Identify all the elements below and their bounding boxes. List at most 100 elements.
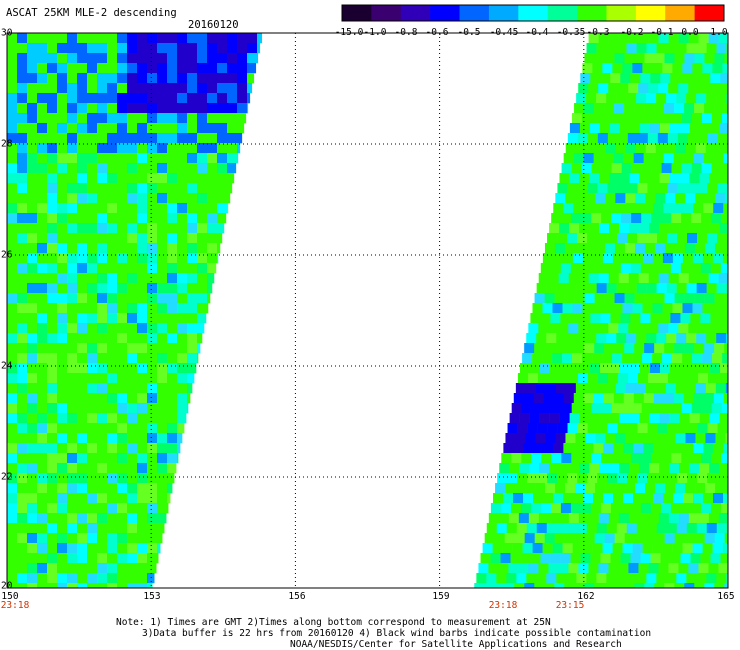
swath-cell	[47, 483, 58, 494]
swath-cell	[566, 333, 577, 344]
swath-cell	[187, 243, 198, 254]
swath-cell	[67, 373, 78, 384]
swath-cell	[635, 193, 646, 204]
swath-cell	[47, 363, 58, 374]
swath-cell	[117, 563, 128, 574]
swath-cell	[627, 183, 638, 194]
swath-cell	[678, 83, 689, 94]
swath-cell	[107, 443, 118, 454]
swath-cell	[27, 443, 38, 454]
swath-cell	[498, 513, 510, 524]
swath-cell	[593, 393, 605, 404]
swath-cell	[157, 553, 159, 564]
swath-cell	[97, 573, 108, 584]
swath-cell	[57, 133, 68, 144]
swath-cell	[650, 263, 662, 274]
swath-cell	[714, 533, 725, 544]
swath-cell	[538, 273, 550, 284]
swath-cell	[17, 293, 28, 304]
swath-cell	[609, 223, 620, 234]
swath-cell	[7, 533, 18, 544]
swath-cell	[717, 373, 729, 384]
swath-cell	[642, 543, 653, 554]
swath-cell	[641, 113, 653, 124]
swath-cell	[177, 373, 188, 384]
swath-cell	[602, 353, 613, 364]
swath-cell	[618, 33, 629, 44]
swath-cell	[147, 303, 158, 314]
swath-cell	[177, 333, 188, 344]
swath-cell	[167, 373, 178, 384]
swath-cell	[17, 43, 28, 54]
swath-cell	[47, 183, 58, 194]
swath-cell	[599, 413, 610, 424]
swath-cell	[107, 303, 118, 314]
swath-cell	[717, 473, 728, 484]
swath-cell	[27, 533, 38, 544]
swath-cell	[661, 213, 672, 224]
swath-cell	[573, 443, 584, 454]
swath-cell	[37, 553, 48, 564]
swath-cell	[581, 163, 592, 174]
swath-cell	[628, 513, 640, 524]
swath-cell	[187, 203, 198, 214]
swath-cell	[107, 263, 118, 274]
swath-cell	[646, 283, 657, 294]
swath-cell	[177, 343, 188, 354]
swath-cell	[147, 153, 158, 164]
swath-cell	[97, 273, 108, 284]
time-label: 23:18	[0, 600, 30, 611]
swath-cell	[598, 563, 609, 574]
swath-cell	[528, 513, 540, 524]
swath-cell	[629, 463, 640, 474]
swath-cell	[716, 573, 727, 584]
swath-cell	[644, 583, 655, 589]
swath-cell	[647, 473, 658, 484]
swath-cell	[704, 103, 715, 114]
swath-cell	[698, 563, 709, 574]
swath-cell	[613, 393, 625, 404]
swath-cell	[27, 493, 38, 504]
swath-cell	[147, 363, 158, 374]
swath-cell	[670, 503, 682, 514]
swath-cell	[7, 73, 18, 84]
swath-cell	[77, 143, 88, 154]
colorbar-label: -0.35	[556, 27, 586, 38]
swath-cell	[539, 413, 550, 424]
swath-cell	[586, 523, 598, 534]
swath-cell	[7, 243, 18, 254]
swath-cell	[87, 393, 98, 404]
swath-cell	[676, 333, 687, 344]
swath-cell	[167, 93, 178, 104]
swath-cell	[187, 43, 198, 54]
swath-cell	[724, 343, 729, 354]
swath-cell	[237, 103, 248, 114]
swath-cell	[544, 583, 555, 589]
swath-cell	[704, 53, 715, 64]
swath-cell	[97, 453, 108, 464]
swath-cell	[87, 423, 98, 434]
swath-cell	[595, 433, 606, 444]
swath-cell	[517, 423, 528, 434]
swath-cell	[57, 483, 68, 494]
swath-cell	[623, 203, 634, 214]
swath-cell	[147, 523, 158, 534]
swath-cell	[725, 143, 729, 154]
swath-cell	[608, 33, 619, 44]
swath-cell	[682, 493, 694, 504]
swath-cell	[580, 363, 591, 374]
swath-cell	[556, 333, 567, 344]
swath-cell	[117, 183, 128, 194]
swath-cell	[634, 533, 645, 544]
swath-cell	[610, 313, 621, 324]
swath-cell	[693, 153, 704, 164]
colorbar-swatch	[430, 5, 461, 21]
swath-cell	[157, 353, 168, 364]
swath-cell	[549, 463, 560, 474]
swath-cell	[197, 173, 208, 184]
swath-cell	[694, 293, 705, 304]
swath-cell	[694, 533, 705, 544]
swath-cell	[37, 53, 48, 64]
swath-cell	[27, 583, 38, 589]
swath-cell	[587, 473, 598, 484]
